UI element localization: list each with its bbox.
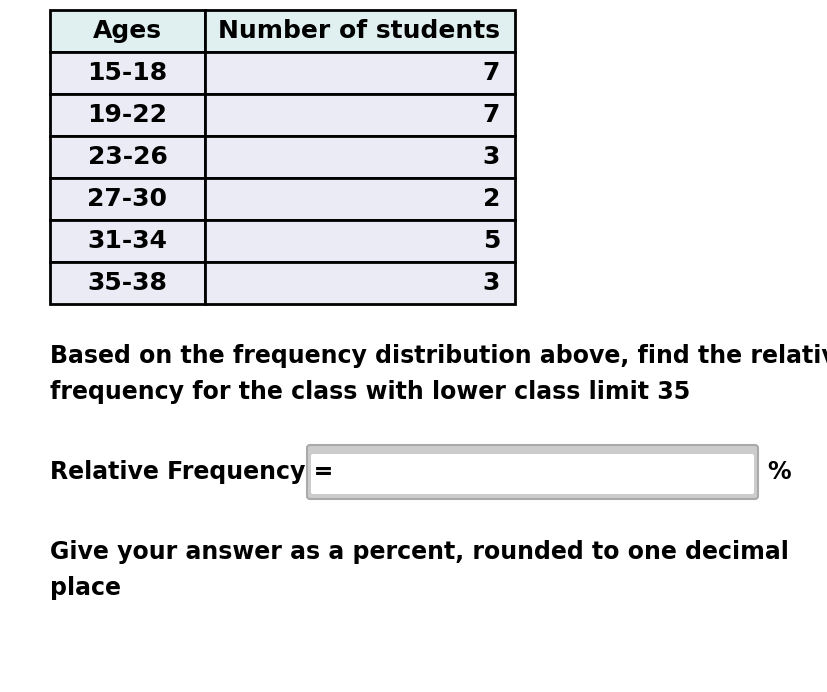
Bar xyxy=(50,220,205,262)
Bar xyxy=(205,94,514,136)
Text: Based on the frequency distribution above, find the relative: Based on the frequency distribution abov… xyxy=(50,344,827,368)
Text: 15-18: 15-18 xyxy=(88,61,167,85)
Text: 7: 7 xyxy=(482,103,500,127)
Text: 23-26: 23-26 xyxy=(88,145,167,169)
Text: 31-34: 31-34 xyxy=(88,229,167,253)
Text: 2: 2 xyxy=(482,187,500,211)
Bar xyxy=(205,10,514,52)
Bar xyxy=(50,10,205,52)
Text: Ages: Ages xyxy=(93,19,162,43)
Bar xyxy=(205,262,514,304)
Text: frequency for the class with lower class limit 35: frequency for the class with lower class… xyxy=(50,380,690,404)
Text: %: % xyxy=(766,460,790,484)
Bar xyxy=(50,136,205,178)
Text: Give your answer as a percent, rounded to one decimal: Give your answer as a percent, rounded t… xyxy=(50,540,788,564)
Text: 35-38: 35-38 xyxy=(88,271,167,295)
Bar xyxy=(205,220,514,262)
Bar xyxy=(50,52,205,94)
Bar xyxy=(205,136,514,178)
Text: 3: 3 xyxy=(482,145,500,169)
Text: 5: 5 xyxy=(482,229,500,253)
FancyBboxPatch shape xyxy=(307,445,757,499)
Text: Number of students: Number of students xyxy=(218,19,500,43)
Bar xyxy=(50,178,205,220)
Text: 7: 7 xyxy=(482,61,500,85)
Bar xyxy=(50,94,205,136)
Bar xyxy=(50,262,205,304)
Text: 3: 3 xyxy=(482,271,500,295)
Bar xyxy=(205,178,514,220)
FancyBboxPatch shape xyxy=(311,454,753,494)
Text: 27-30: 27-30 xyxy=(88,187,167,211)
Text: place: place xyxy=(50,576,121,600)
Bar xyxy=(205,52,514,94)
Text: Relative Frequency =: Relative Frequency = xyxy=(50,460,333,484)
Text: 19-22: 19-22 xyxy=(88,103,167,127)
